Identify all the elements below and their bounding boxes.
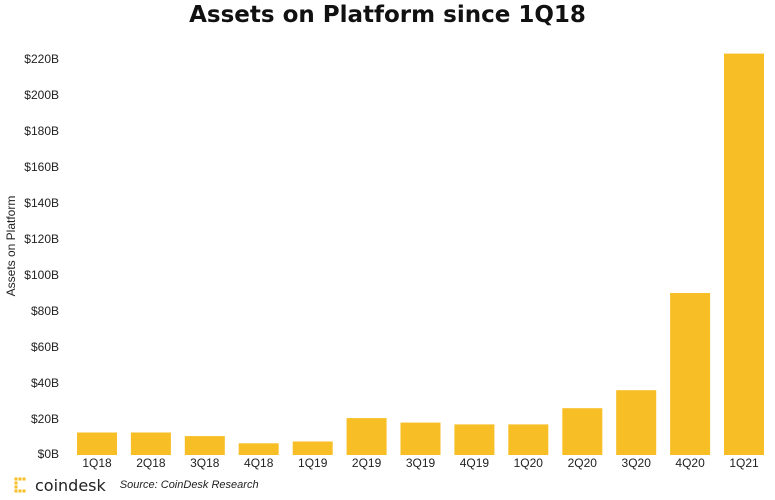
y-tick-label: $180B bbox=[24, 124, 59, 138]
logo-dot bbox=[18, 477, 22, 481]
bar bbox=[670, 293, 711, 455]
coindesk-logo-icon bbox=[14, 477, 26, 493]
bar bbox=[400, 422, 441, 455]
x-tick-label: 4Q20 bbox=[675, 456, 705, 470]
x-tick-label: 1Q19 bbox=[298, 456, 328, 470]
bar-chart: $0B $20B $40B $60B $80B $100B $120B $140B $160B $… bbox=[4, 52, 764, 470]
bar bbox=[77, 432, 117, 455]
x-axis-ticks: 1Q18 2Q18 3Q18 4Q18 1Q19 2Q19 3Q19 4Q19 1Q20 2Q20… bbox=[82, 456, 759, 470]
bar bbox=[616, 390, 657, 455]
bar bbox=[130, 432, 171, 455]
y-tick-label: $200B bbox=[24, 88, 59, 102]
bar bbox=[562, 408, 603, 455]
footer: coindesk Source: CoinDesk Research bbox=[14, 474, 259, 496]
y-tick-label: $100B bbox=[24, 268, 59, 282]
x-tick-label: 2Q19 bbox=[352, 456, 382, 470]
x-tick-label: 4Q18 bbox=[244, 456, 274, 470]
x-tick-label: 3Q18 bbox=[190, 456, 220, 470]
bar bbox=[724, 53, 764, 455]
bar bbox=[346, 418, 387, 455]
logo-dot bbox=[14, 477, 18, 481]
x-tick-label: 1Q18 bbox=[82, 456, 112, 470]
bar bbox=[454, 424, 495, 455]
logo-dot bbox=[14, 485, 18, 489]
chart-title: Assets on Platform since 1Q18 bbox=[189, 2, 586, 28]
brand-name: coindesk bbox=[35, 475, 106, 495]
y-axis-label: Assets on Platform bbox=[4, 196, 18, 297]
x-tick-label: 3Q20 bbox=[622, 456, 652, 470]
y-axis-ticks: $0B $20B $40B $60B $80B $100B $120B $140B $160B $… bbox=[24, 52, 59, 461]
source-note: Source: CoinDesk Research bbox=[119, 479, 259, 491]
x-tick-label: 1Q21 bbox=[729, 456, 759, 470]
y-tick-label: $160B bbox=[24, 160, 59, 174]
y-tick-label: $120B bbox=[24, 232, 59, 246]
logo-dots bbox=[14, 477, 26, 493]
logo-dot bbox=[14, 481, 18, 485]
y-tick-label: $20B bbox=[31, 412, 59, 426]
logo-dot bbox=[22, 477, 26, 481]
bar bbox=[238, 443, 279, 455]
y-tick-label: $60B bbox=[31, 340, 59, 354]
y-tick-label: $80B bbox=[31, 304, 59, 318]
bar bbox=[508, 424, 549, 455]
logo-dot bbox=[18, 489, 22, 493]
logo-dot bbox=[14, 489, 18, 493]
x-tick-label: 2Q20 bbox=[568, 456, 598, 470]
x-tick-label: 3Q19 bbox=[406, 456, 436, 470]
y-tick-label: $140B bbox=[24, 196, 59, 210]
bar bbox=[292, 441, 333, 455]
y-tick-label: $220B bbox=[24, 52, 59, 66]
y-tick-label: $0B bbox=[38, 447, 59, 461]
bars bbox=[77, 53, 764, 455]
x-tick-label: 4Q19 bbox=[460, 456, 490, 470]
logo-dot bbox=[22, 489, 26, 493]
x-tick-label: 2Q18 bbox=[136, 456, 166, 470]
bar bbox=[184, 436, 225, 455]
x-tick-label: 1Q20 bbox=[514, 456, 544, 470]
y-tick-label: $40B bbox=[31, 376, 59, 390]
